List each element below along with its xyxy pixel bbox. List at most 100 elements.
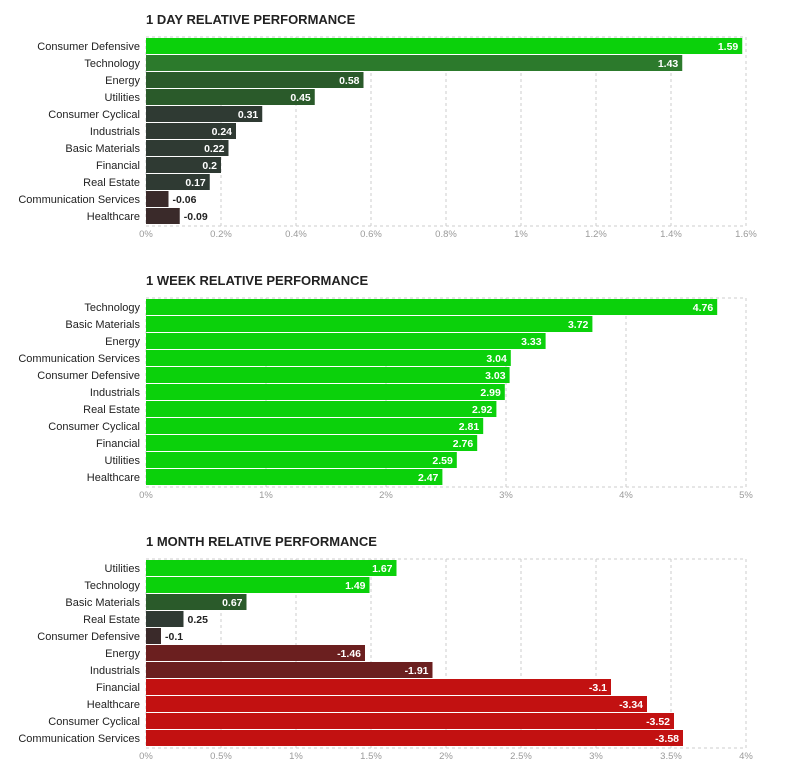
x-tick-label: 2% bbox=[379, 490, 393, 501]
x-tick-label: 3.5% bbox=[660, 751, 682, 762]
bar bbox=[146, 208, 180, 224]
category-label: Financial bbox=[96, 438, 140, 450]
x-tick-label: 1.5% bbox=[360, 751, 382, 762]
category-label: Real Estate bbox=[83, 614, 140, 626]
category-label: Consumer Cyclical bbox=[48, 716, 140, 728]
value-label: 1.49 bbox=[345, 580, 366, 592]
bar bbox=[146, 123, 236, 139]
bar bbox=[146, 713, 674, 729]
value-label: 0.58 bbox=[339, 75, 360, 87]
x-tick-label: 2% bbox=[439, 751, 453, 762]
bar bbox=[146, 730, 683, 746]
category-label: Consumer Defensive bbox=[37, 631, 140, 643]
bar bbox=[146, 38, 743, 54]
bar bbox=[146, 662, 433, 678]
x-tick-label: 3% bbox=[589, 751, 603, 762]
value-label: 3.33 bbox=[521, 336, 542, 348]
x-tick-label: 0% bbox=[139, 751, 153, 762]
category-label: Consumer Cyclical bbox=[48, 421, 140, 433]
bar bbox=[146, 333, 546, 349]
value-label: 2.99 bbox=[480, 387, 501, 399]
value-label: -3.58 bbox=[655, 733, 679, 745]
category-label: Technology bbox=[84, 302, 140, 314]
value-label: -0.09 bbox=[184, 211, 208, 223]
bar bbox=[146, 401, 497, 417]
value-label: 0.67 bbox=[222, 597, 243, 609]
value-label: 2.92 bbox=[472, 404, 493, 416]
category-label: Communication Services bbox=[18, 353, 140, 365]
x-tick-label: 0.2% bbox=[210, 229, 232, 240]
value-label: 2.47 bbox=[418, 472, 439, 484]
x-tick-label: 1.4% bbox=[660, 229, 682, 240]
value-label: -3.52 bbox=[646, 716, 670, 728]
category-label: Industrials bbox=[90, 387, 141, 399]
bar bbox=[146, 157, 221, 173]
bar bbox=[146, 384, 505, 400]
category-label: Healthcare bbox=[87, 211, 140, 223]
bar bbox=[146, 628, 161, 644]
value-label: 4.76 bbox=[693, 302, 714, 314]
category-label: Communication Services bbox=[18, 194, 140, 206]
category-label: Consumer Defensive bbox=[37, 41, 140, 53]
x-tick-label: 1% bbox=[514, 229, 528, 240]
value-label: 2.81 bbox=[459, 421, 480, 433]
value-label: -3.1 bbox=[589, 682, 607, 694]
value-label: 0.25 bbox=[188, 614, 209, 626]
value-label: -0.06 bbox=[173, 194, 197, 206]
category-label: Technology bbox=[84, 580, 140, 592]
bar bbox=[146, 174, 210, 190]
x-tick-label: 1% bbox=[289, 751, 303, 762]
value-label: 0.24 bbox=[212, 126, 233, 138]
category-label: Consumer Defensive bbox=[37, 370, 140, 382]
category-label: Healthcare bbox=[87, 699, 140, 711]
category-label: Basic Materials bbox=[65, 143, 140, 155]
x-tick-label: 1% bbox=[259, 490, 273, 501]
x-tick-label: 4% bbox=[739, 751, 753, 762]
value-label: 0.2 bbox=[202, 160, 217, 172]
category-label: Financial bbox=[96, 160, 140, 172]
value-label: -3.34 bbox=[619, 699, 643, 711]
x-tick-label: 2.5% bbox=[510, 751, 532, 762]
bar bbox=[146, 611, 184, 627]
x-tick-label: 0% bbox=[139, 229, 153, 240]
value-label: 1.43 bbox=[658, 58, 679, 70]
category-label: Financial bbox=[96, 682, 140, 694]
value-label: 0.17 bbox=[185, 177, 206, 189]
bar bbox=[146, 452, 457, 468]
category-label: Energy bbox=[105, 75, 140, 87]
value-label: 0.31 bbox=[238, 109, 259, 121]
bar bbox=[146, 435, 478, 451]
chart-title-1month: 1 MONTH RELATIVE PERFORMANCE bbox=[146, 534, 377, 549]
category-label: Energy bbox=[105, 336, 140, 348]
category-label: Real Estate bbox=[83, 404, 140, 416]
bar bbox=[146, 560, 397, 576]
bar bbox=[146, 469, 443, 485]
x-tick-label: 0.8% bbox=[435, 229, 457, 240]
category-label: Industrials bbox=[90, 126, 141, 138]
value-label: -1.91 bbox=[405, 665, 429, 677]
category-label: Industrials bbox=[90, 665, 141, 677]
category-label: Utilities bbox=[105, 92, 141, 104]
category-label: Basic Materials bbox=[65, 319, 140, 331]
value-label: 3.72 bbox=[568, 319, 589, 331]
bar-chart-1week: 0% 1% 2% 3% 4% 5% Technology 4.76 Basic Material… bbox=[18, 297, 753, 501]
category-label: Basic Materials bbox=[65, 597, 140, 609]
bar bbox=[146, 645, 365, 661]
value-label: 0.22 bbox=[204, 143, 225, 155]
x-tick-label: 1.6% bbox=[735, 229, 757, 240]
value-label: 1.67 bbox=[372, 563, 393, 575]
bar bbox=[146, 106, 263, 122]
bar bbox=[146, 316, 593, 332]
x-tick-label: 0.5% bbox=[210, 751, 232, 762]
value-label: 1.59 bbox=[718, 41, 739, 53]
chart-title-1week: 1 WEEK RELATIVE PERFORMANCE bbox=[146, 273, 369, 288]
value-label: 0.45 bbox=[290, 92, 311, 104]
value-label: 3.04 bbox=[486, 353, 507, 365]
x-tick-label: 5% bbox=[739, 490, 753, 501]
bar bbox=[146, 367, 510, 383]
x-tick-label: 0.4% bbox=[285, 229, 307, 240]
value-label: -0.1 bbox=[165, 631, 183, 643]
x-tick-label: 0.6% bbox=[360, 229, 382, 240]
bar bbox=[146, 594, 247, 610]
